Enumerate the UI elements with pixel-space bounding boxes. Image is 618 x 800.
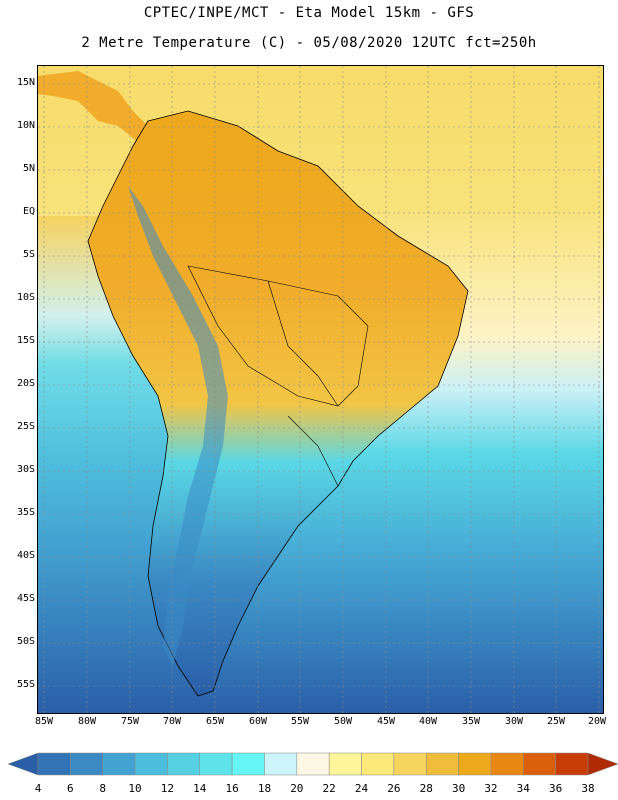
colorbar-tick-label: 26 — [387, 782, 401, 795]
lat-label: 5S — [22, 249, 35, 260]
colorbar-swatch — [102, 752, 136, 776]
lon-label: 30W — [504, 716, 524, 727]
colorbar-tick-label: 4 — [34, 782, 42, 795]
lat-label: 50S — [16, 636, 35, 647]
colorbar-swatch — [523, 752, 556, 776]
colorbar-tick-label: 8 — [99, 782, 107, 795]
colorbar-tick-label: 18 — [257, 782, 272, 795]
map-canvas — [38, 66, 603, 713]
colorbar-swatch — [70, 752, 103, 776]
lon-label: 35W — [461, 716, 481, 727]
colorbar-swatch — [134, 752, 168, 776]
colorbar-tick-label: 36 — [549, 782, 563, 795]
colorbar-swatch — [167, 752, 201, 776]
colorbar-tick-label: 10 — [128, 782, 142, 795]
colorbar-tick-label: 14 — [193, 782, 207, 795]
colorbar-swatch — [425, 752, 459, 776]
lat-label: 10N — [16, 120, 35, 131]
lon-label: 70W — [162, 716, 182, 727]
colorbar — [8, 752, 618, 776]
lat-label: 10S — [16, 292, 35, 303]
lon-label: 25W — [546, 716, 566, 727]
colorbar-swatch — [393, 752, 427, 776]
colorbar-swatch — [458, 752, 492, 776]
colorbar-swatch — [555, 752, 589, 776]
lat-label: 30S — [16, 464, 35, 475]
lat-label: 55S — [16, 679, 35, 690]
lon-label: 85W — [34, 716, 54, 727]
colorbar-tick-label: 16 — [225, 782, 239, 795]
lon-label: 55W — [290, 716, 310, 727]
colorbar-tick-label: 22 — [322, 782, 336, 795]
colorbar-swatch — [37, 752, 71, 776]
lat-label: 15N — [16, 77, 35, 88]
colorbar-tick-label: 32 — [484, 782, 498, 795]
lon-label: 65W — [205, 716, 225, 727]
lat-label: 45S — [16, 593, 35, 604]
lat-label: 40S — [16, 550, 35, 561]
lat-label: EQ — [22, 206, 35, 217]
colorbar-tick-label: 38 — [581, 782, 595, 795]
lat-label: 5N — [22, 163, 35, 174]
colorbar-swatch — [361, 752, 395, 776]
colorbar-right-arrow — [587, 752, 618, 776]
temperature-map — [37, 65, 604, 714]
lon-label: 60W — [248, 716, 268, 727]
colorbar-tick-label: 28 — [419, 782, 433, 795]
colorbar-tick-label: 20 — [290, 782, 304, 795]
lat-label: 35S — [16, 507, 35, 518]
lon-label: 40W — [418, 716, 438, 727]
colorbar-tick-label: 30 — [451, 782, 466, 795]
lat-label: 25S — [16, 421, 35, 432]
lat-label: 15S — [16, 335, 35, 346]
colorbar-swatch — [199, 752, 233, 776]
colorbar-tick-label: 34 — [516, 782, 530, 795]
colorbar-left-arrow — [8, 752, 39, 776]
colorbar-swatch — [328, 752, 362, 776]
lon-label: 80W — [77, 716, 97, 727]
map-subtitle: 2 Metre Temperature (C) - 05/08/2020 12U… — [81, 35, 537, 51]
colorbar-tick-label: 6 — [67, 782, 74, 795]
lon-label: 50W — [333, 716, 353, 727]
colorbar-swatch — [231, 752, 265, 776]
colorbar-tick-label: 12 — [160, 782, 175, 795]
colorbar-swatch — [490, 752, 524, 776]
colorbar-swatch — [296, 752, 330, 776]
map-title: CPTEC/INPE/MCT - Eta Model 15km - GFS — [143, 5, 475, 21]
lon-label: 45W — [376, 716, 396, 727]
lat-label: 20S — [16, 378, 35, 389]
colorbar-swatch — [264, 752, 298, 776]
lon-label: 20W — [587, 716, 607, 727]
colorbar-tick-label: 24 — [354, 782, 369, 795]
lon-label: 75W — [120, 716, 140, 727]
